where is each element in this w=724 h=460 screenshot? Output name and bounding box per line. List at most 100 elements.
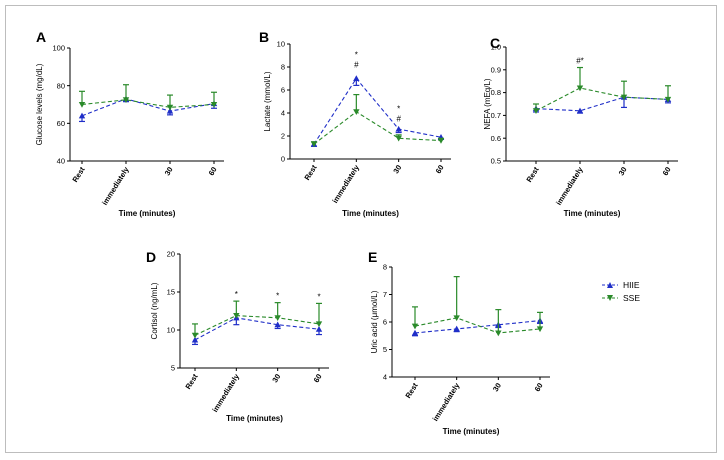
y-axis-title: Lactate (mmol/L)	[263, 71, 272, 131]
y-tick-label: 0.9	[491, 65, 501, 74]
data-point-hiie	[315, 326, 323, 332]
y-tick-label: 5	[383, 345, 387, 354]
y-axis-title: NEFA (mEq/L)	[483, 78, 492, 129]
series-hiie	[78, 95, 218, 123]
x-tick-label-30: 30	[617, 165, 629, 177]
x-tick-label-rest: Rest	[183, 372, 200, 391]
significance-marker: #*	[576, 57, 584, 66]
y-axis-title: Uric acid (μmol/L)	[370, 290, 379, 353]
series-line-hiie	[81, 98, 215, 117]
legend-sse-label: SSE	[623, 293, 640, 303]
y-tick-label: 15	[167, 288, 175, 297]
legend-sse-marker	[607, 295, 613, 301]
y-tick-label: 8	[383, 263, 387, 272]
y-tick-label: 10	[167, 326, 175, 335]
data-point-hiie	[166, 107, 174, 114]
data-point-sse	[210, 101, 218, 108]
data-point-sse	[274, 315, 281, 322]
x-tick-label-60: 60	[312, 372, 324, 384]
data-point-sse	[166, 104, 174, 111]
significance-marker: #	[354, 61, 359, 70]
series-line-sse	[313, 111, 442, 145]
x-tick-label-30: 30	[491, 381, 503, 393]
x-tick-label-rest: Rest	[524, 165, 541, 184]
y-tick-label: 10	[277, 40, 285, 49]
legend: HIIE SSE	[602, 280, 640, 303]
y-axis-title: Cortisol (ng/mL)	[150, 282, 159, 339]
y-tick-label: 8	[281, 63, 285, 72]
series-hiie	[191, 314, 323, 346]
panel-letter: D	[146, 249, 156, 265]
legend-hiie-marker	[607, 282, 613, 288]
y-tick-label: 40	[57, 157, 65, 166]
series-line-sse	[535, 87, 669, 112]
x-tick-label-rest: Rest	[403, 381, 420, 400]
data-point-sse	[191, 332, 199, 339]
data-point-sse	[78, 101, 86, 108]
data-point-sse	[310, 141, 318, 148]
x-tick-label-60: 60	[661, 165, 673, 177]
data-point-hiie	[411, 329, 419, 336]
panel-d: D 5 10 15 20 Rest immediately 30 60 Time (minutes…	[146, 249, 329, 423]
series-line-hiie	[313, 77, 442, 145]
data-point-sse	[437, 138, 445, 144]
data-point-sse	[315, 321, 323, 328]
x-axis-title: Time (minutes)	[226, 414, 283, 423]
series-line-sse	[194, 315, 320, 336]
x-tick-label-rest: Rest	[70, 165, 87, 184]
x-axis-title: Time (minutes)	[443, 427, 500, 436]
y-tick-label: 0.7	[491, 111, 501, 120]
series-line-hiie	[194, 317, 320, 341]
data-point-sse	[353, 109, 360, 116]
significance-marker: *	[235, 290, 238, 299]
x-tick-label-60: 60	[533, 381, 545, 393]
x-tick-label-immediately: immediately	[431, 381, 462, 423]
x-tick-label-immediately: immediately	[330, 163, 361, 205]
x-tick-label-immediately: immediately	[100, 165, 131, 207]
y-tick-label: 100	[52, 44, 65, 53]
data-point-sse	[411, 323, 419, 330]
data-point-hiie	[576, 107, 584, 114]
y-tick-label: 1.0	[491, 43, 501, 52]
data-point-sse	[233, 313, 240, 319]
panel-c: C 0.5 0.6 0.7 0.8 0.9 1.0 Rest immediately 30 60 Ti…	[483, 35, 678, 218]
panel-letter: A	[36, 29, 46, 45]
y-tick-label: 0.5	[491, 157, 501, 166]
x-tick-label-60: 60	[207, 165, 219, 177]
significance-marker: *	[355, 51, 358, 60]
data-point-hiie	[78, 112, 86, 119]
y-tick-label: 0.6	[491, 134, 501, 143]
y-tick-label: 5	[171, 364, 175, 373]
data-point-sse	[664, 96, 672, 103]
panel-letter: E	[368, 249, 377, 265]
x-axis-title: Time (minutes)	[564, 209, 621, 218]
significance-marker: *	[317, 292, 320, 301]
panel-a: A 40 60 80 100 Rest immediately 30 60 Time (minut…	[35, 29, 224, 218]
y-tick-label: 4	[383, 373, 387, 382]
series-hiie	[310, 75, 445, 147]
data-point-sse	[495, 330, 502, 337]
series-line-hiie	[414, 320, 541, 334]
series-line-hiie	[535, 96, 669, 112]
y-axis-title: Glucose levels (mg/dL)	[35, 63, 44, 145]
data-point-sse	[536, 326, 544, 333]
series-line-sse	[81, 99, 215, 108]
y-tick-label: 6	[383, 318, 387, 327]
y-tick-label: 0	[281, 155, 285, 164]
series-hiie	[411, 317, 544, 337]
y-tick-label: 2	[281, 132, 285, 141]
x-tick-label-immediately: immediately	[554, 165, 585, 207]
data-point-hiie	[353, 75, 360, 82]
x-tick-label-immediately: immediately	[210, 372, 241, 414]
x-tick-label-30: 30	[270, 372, 282, 384]
data-point-sse	[620, 94, 628, 101]
x-tick-label-rest: Rest	[302, 163, 319, 182]
x-tick-label-60: 60	[434, 163, 446, 175]
x-axis-title: Time (minutes)	[342, 209, 399, 218]
y-tick-label: 7	[383, 290, 387, 299]
series-sse	[78, 84, 218, 111]
series-hiie	[532, 93, 672, 114]
series-sse	[310, 93, 445, 148]
